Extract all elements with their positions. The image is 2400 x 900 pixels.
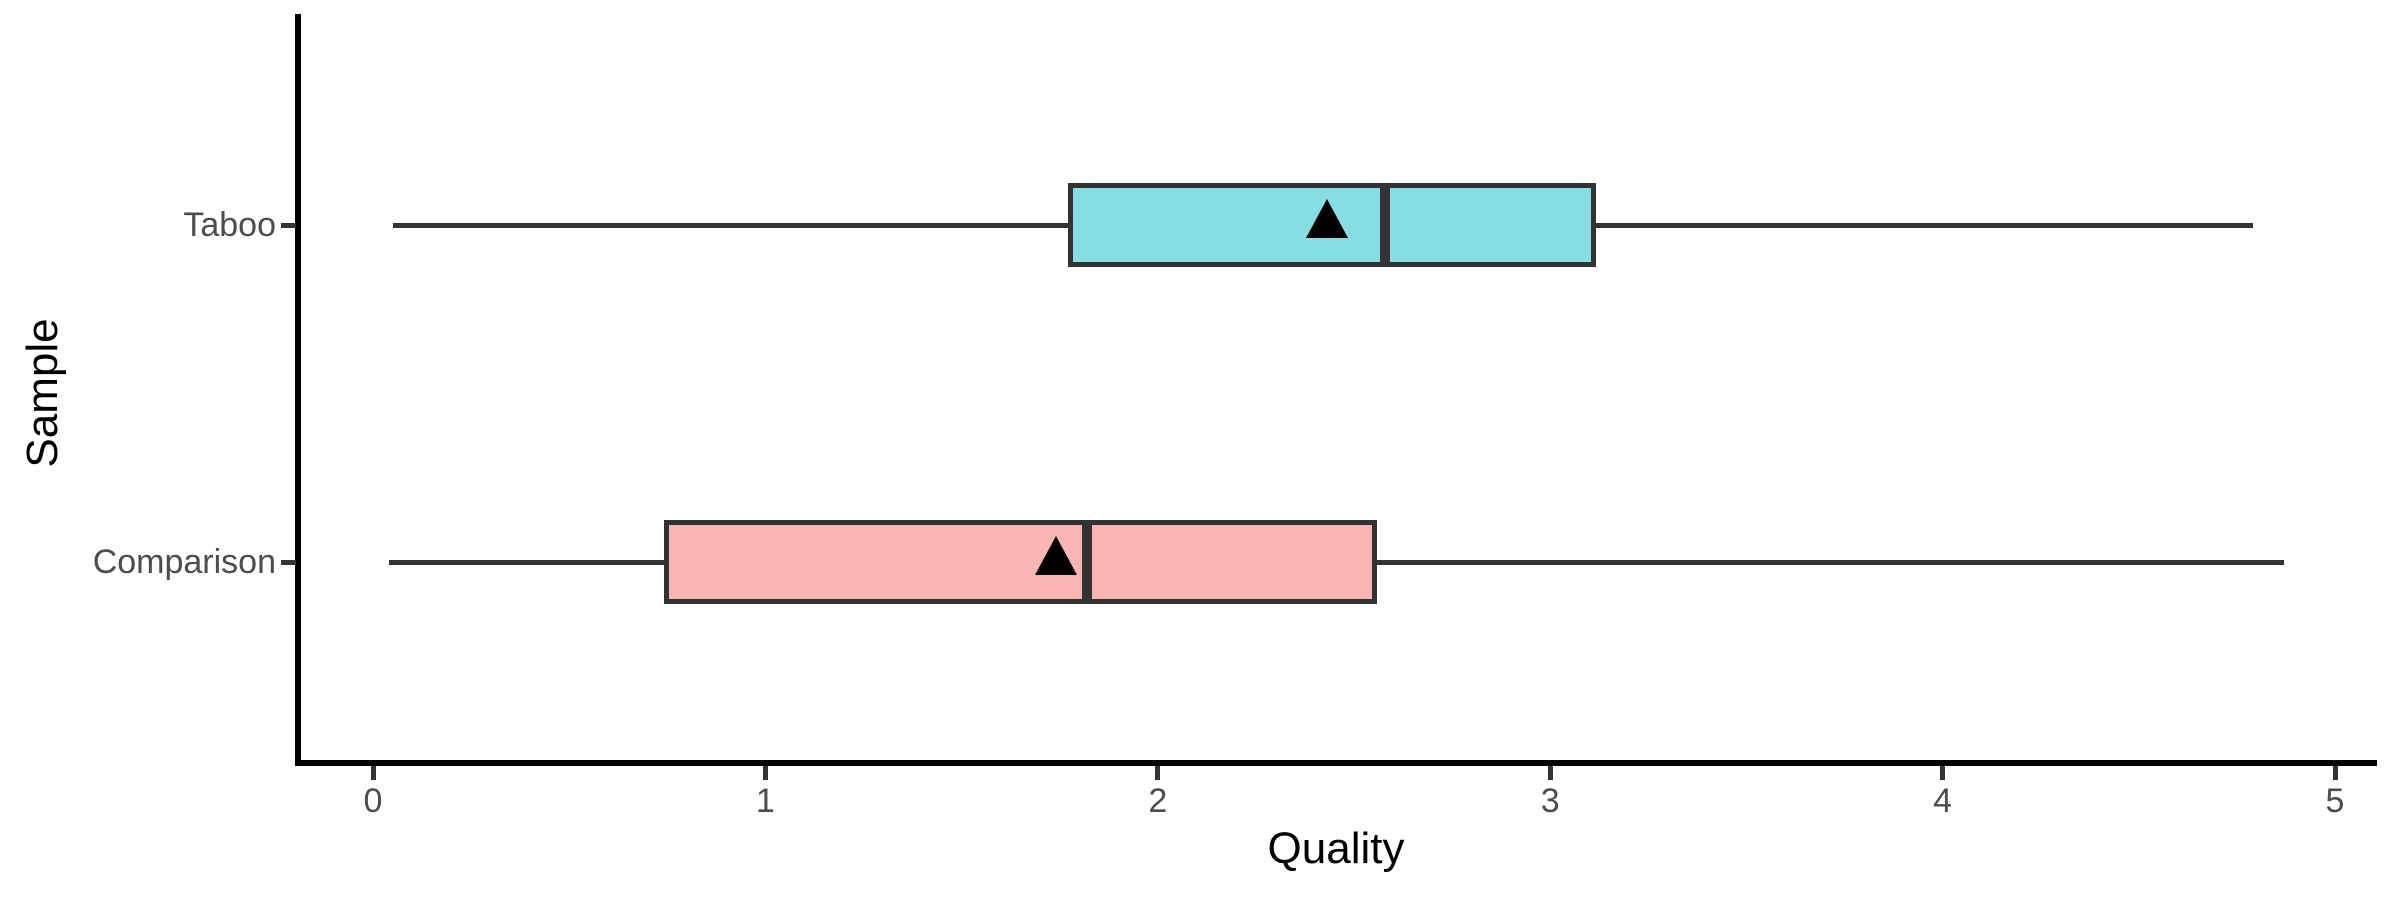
box-comparison <box>664 520 1377 604</box>
x-axis-line <box>295 760 2377 766</box>
x-axis-title: Quality <box>1267 824 1405 873</box>
x-tick-label: 2 <box>1148 782 1168 820</box>
mean-triangle-marker-taboo <box>1305 199 1348 238</box>
x-tick-mark <box>370 766 376 780</box>
y-tick-label-taboo: Taboo <box>183 206 276 244</box>
y-axis-line <box>295 14 301 766</box>
y-tick-mark <box>281 559 296 565</box>
median-line-taboo <box>1380 183 1391 267</box>
mean-triangle-marker-comparison <box>1034 536 1077 575</box>
median-line-comparison <box>1082 520 1093 604</box>
x-tick-label: 3 <box>1540 782 1560 820</box>
x-tick-label: 0 <box>363 782 383 820</box>
y-axis-title: Sample <box>18 318 67 468</box>
x-tick-mark <box>1547 766 1553 780</box>
x-tick-mark <box>2332 766 2338 780</box>
x-tick-mark <box>762 766 768 780</box>
box-taboo <box>1068 183 1597 267</box>
x-tick-label: 5 <box>2325 782 2345 820</box>
x-tick-mark <box>1155 766 1161 780</box>
x-tick-mark <box>1940 766 1946 780</box>
y-tick-label-comparison: Comparison <box>92 543 276 581</box>
x-tick-label: 1 <box>755 782 775 820</box>
x-tick-label: 4 <box>1933 782 1953 820</box>
y-tick-mark <box>281 222 296 228</box>
